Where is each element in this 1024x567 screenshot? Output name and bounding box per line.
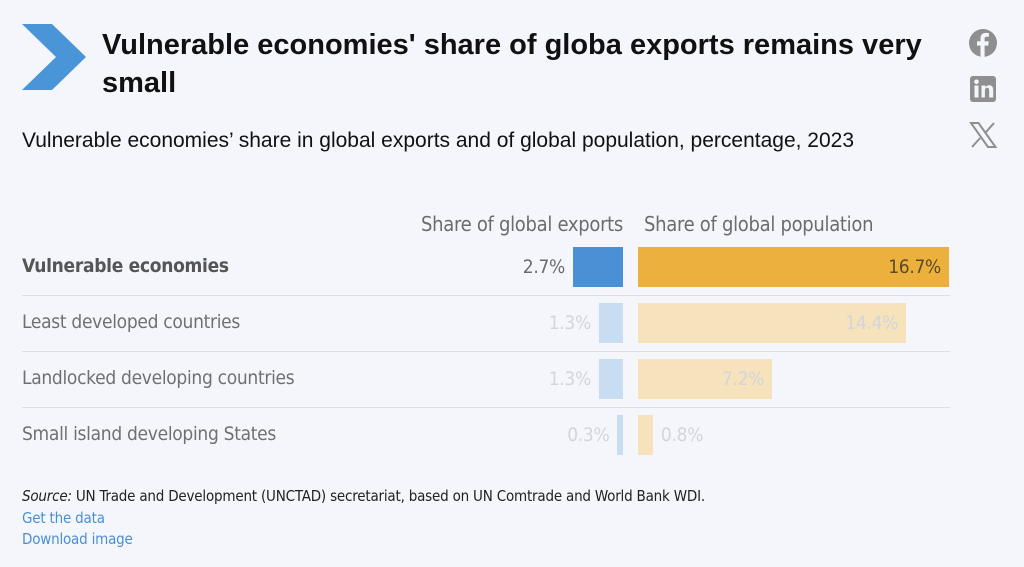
page-title: Vulnerable economies' share of globa exp… <box>102 29 922 99</box>
download-image-link[interactable]: Download image <box>22 530 133 548</box>
exports-value-label: 2.7% <box>522 256 566 278</box>
get-data-link[interactable]: Get the data <box>22 509 105 527</box>
row-separator <box>22 295 950 296</box>
population-value-label: 14.4% <box>845 312 899 334</box>
category-label: Landlocked developing countries <box>22 367 295 389</box>
exports-value-label: 1.3% <box>548 312 592 334</box>
row-separator <box>22 407 950 408</box>
population-value-label: 7.2% <box>721 368 765 390</box>
row-separator <box>22 351 950 352</box>
source-note: Source: UN Trade and Development (UNCTAD… <box>22 487 705 505</box>
column-header-exports: Share of global exports <box>421 212 623 236</box>
column-header-population: Share of global population <box>644 212 874 236</box>
source-text: UN Trade and Development (UNCTAD) secret… <box>71 487 705 505</box>
population-bar <box>638 359 773 399</box>
population-value-label: 0.8% <box>660 424 704 446</box>
chart-subtitle: Vulnerable economies’ share in global ex… <box>22 129 855 152</box>
exports-value-label: 0.3% <box>567 424 610 446</box>
source-label: Source: <box>22 487 72 505</box>
exports-bar <box>598 359 623 399</box>
exports-bar <box>617 415 623 455</box>
population-bar <box>638 303 907 343</box>
category-label: Small island developing States <box>22 423 276 445</box>
facebook-icon[interactable] <box>966 26 1000 60</box>
x-icon[interactable] <box>966 118 1000 152</box>
exports-value-label: 1.3% <box>548 368 592 390</box>
category-label: Vulnerable economies <box>22 255 229 277</box>
category-label: Least developed countries <box>22 311 241 333</box>
population-bar <box>638 415 653 455</box>
population-bar <box>638 247 949 287</box>
population-value-label: 16.7% <box>888 256 941 278</box>
brand-chevron-logo <box>22 24 86 90</box>
exports-bar <box>573 247 623 287</box>
linkedin-icon[interactable] <box>966 72 1000 106</box>
exports-bar <box>598 303 623 343</box>
